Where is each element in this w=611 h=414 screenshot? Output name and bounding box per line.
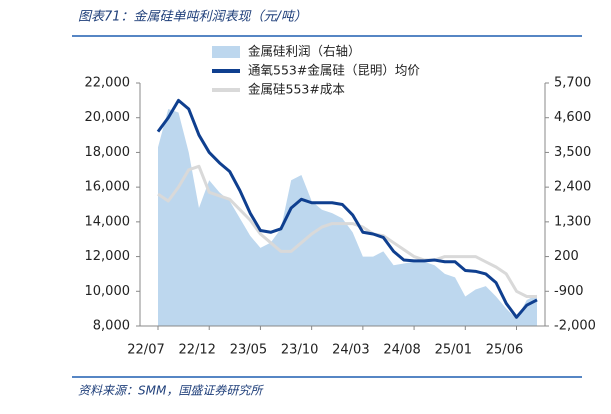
y2-tick-label: 4,600 xyxy=(554,110,591,125)
source-note: 资料来源：SMM，国盛证券研究所 xyxy=(78,384,264,398)
x-tick-label: 25/06 xyxy=(486,343,523,358)
chart-title: 图表71：金属硅单吨利润表现（元/吨） xyxy=(78,9,307,25)
y2-tick-label: 1,300 xyxy=(554,214,591,229)
legend-label: 金属硅利润（右轴） xyxy=(248,44,361,59)
y2-tick-label: 200 xyxy=(554,249,579,264)
y-tick-label: 12,000 xyxy=(85,249,131,264)
y2-tick-label: -900 xyxy=(554,284,584,299)
y-tick-label: 8,000 xyxy=(93,319,130,334)
x-tick-label: 24/03 xyxy=(332,343,369,358)
x-tick-label: 25/01 xyxy=(435,343,472,358)
x-tick-label: 23/10 xyxy=(281,343,318,358)
price-line xyxy=(157,164,537,298)
y-tick-label: 10,000 xyxy=(85,284,131,299)
profit-area xyxy=(158,109,537,327)
y2-tick-label: -2,000 xyxy=(554,319,596,334)
y-tick-label: 22,000 xyxy=(85,76,131,91)
x-tick-label: 24/08 xyxy=(383,343,420,358)
y2-tick-label: 2,400 xyxy=(554,180,591,195)
x-tick-label: 23/05 xyxy=(230,343,267,358)
x-tick-label: 22/12 xyxy=(178,343,215,358)
legend-label: 金属硅553#成本 xyxy=(248,82,345,97)
x-tick-label: 22/07 xyxy=(127,343,164,358)
y2-tick-label: 5,700 xyxy=(554,76,591,91)
y-tick-label: 20,000 xyxy=(85,110,131,125)
legend-label: 通氧553#金属硅（昆明）均价 xyxy=(248,63,420,78)
y2-tick-label: 3,500 xyxy=(554,145,591,160)
y-tick-label: 18,000 xyxy=(85,145,131,160)
y-tick-label: 14,000 xyxy=(85,214,131,229)
y-tick-label: 16,000 xyxy=(85,180,131,195)
price-line xyxy=(156,98,538,319)
legend-swatch xyxy=(212,46,240,58)
